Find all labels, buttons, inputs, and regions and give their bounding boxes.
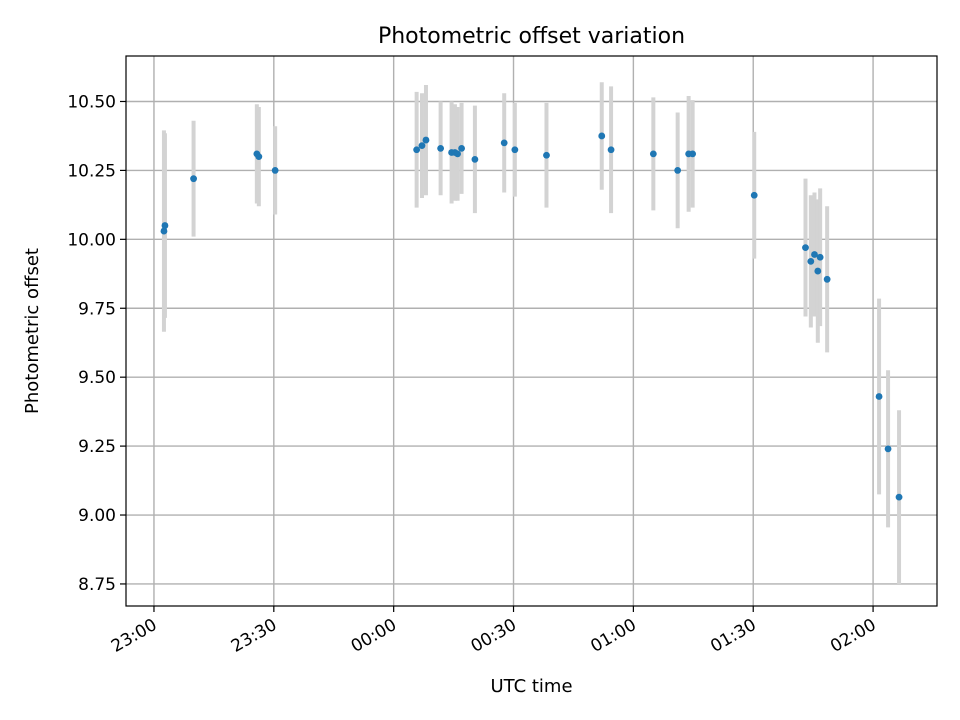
data-point [471, 155, 479, 163]
data-point [437, 144, 445, 152]
data-point [500, 139, 508, 147]
data-point [454, 150, 461, 158]
y-tick-label: 10.50 [67, 92, 116, 112]
data-point [255, 153, 263, 161]
y-axis-ticks: 8.75 9.00 9.25 9.50 9.75 10.00 10.25 10.50 [67, 92, 126, 595]
data-point [543, 151, 550, 159]
data-point [816, 253, 824, 261]
data-point [413, 146, 421, 154]
data-point [598, 132, 606, 140]
data-point [875, 393, 883, 400]
data-point [884, 445, 892, 453]
y-tick-label: 9.75 [78, 299, 116, 319]
data-point [802, 244, 809, 252]
data-point [807, 257, 815, 265]
data-point [607, 146, 615, 154]
axes-frame [125, 55, 938, 607]
y-tick-label: 8.75 [78, 575, 116, 595]
y-tick-label: 10.25 [67, 161, 116, 181]
data-points [160, 132, 903, 501]
chart-title: Photometric offset variation [378, 24, 685, 49]
y-tick-label: 9.50 [78, 368, 116, 388]
data-point [895, 493, 903, 501]
data-point [511, 146, 519, 154]
data-point [750, 191, 758, 199]
y-tick-label: 9.00 [78, 506, 116, 526]
data-point [418, 142, 426, 149]
data-point [190, 175, 197, 183]
data-point [814, 267, 822, 275]
data-point [160, 227, 168, 235]
y-axis-label: Photometric offset [22, 248, 43, 414]
data-point [161, 222, 169, 229]
x-axis-label: UTC time [490, 676, 572, 697]
data-point [458, 144, 465, 152]
data-point [422, 136, 430, 144]
data-point [811, 251, 818, 258]
data-point [689, 150, 697, 158]
y-tick-label: 9.25 [78, 437, 116, 457]
data-point [271, 167, 279, 174]
data-point [674, 167, 682, 174]
data-point [649, 150, 657, 158]
y-tick-label: 10.00 [67, 230, 116, 250]
data-point [823, 275, 831, 283]
